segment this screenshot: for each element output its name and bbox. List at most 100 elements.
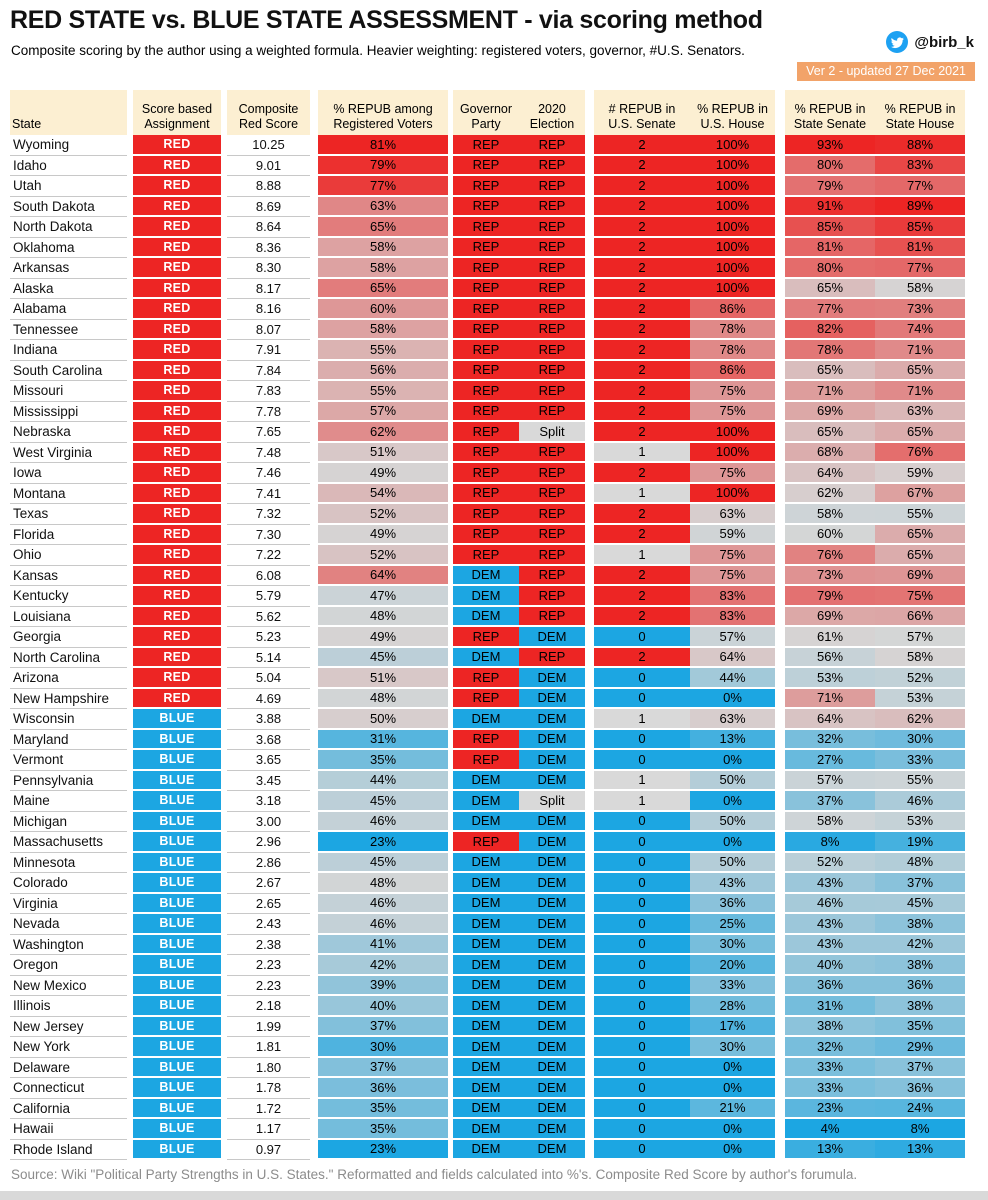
cell-us_house: 36% [690,893,775,914]
cell-us_house: 78% [690,319,775,340]
row-gap [310,647,318,668]
row-gap [127,1057,133,1078]
cell-state_senate: 52% [785,852,875,873]
row-gap [775,442,785,463]
row-gap [221,873,227,894]
cell-us_senate: 2 [594,237,690,258]
row-gap [585,852,594,873]
cell-reg_voters: 35% [318,750,448,771]
row-gap [221,893,227,914]
row-gap [585,688,594,709]
cell-governor: DEM [453,1078,519,1099]
cell-reg_voters: 60% [318,299,448,320]
row-gap [775,565,785,586]
cell-score: 10.25 [227,135,310,156]
cell-governor: REP [453,832,519,853]
cell-governor: REP [453,176,519,197]
row-gap [221,196,227,217]
cell-governor: REP [453,545,519,566]
cell-governor: DEM [453,1037,519,1058]
row-gap [310,340,318,361]
cell-us_senate: 2 [594,504,690,525]
cell-score: 3.18 [227,791,310,812]
cell-state: Indiana [10,340,127,361]
cell-us_house: 75% [690,565,775,586]
row-gap [775,729,785,750]
row-gap [127,504,133,525]
cell-us_senate: 0 [594,627,690,648]
cell-state_senate: 65% [785,422,875,443]
row-gap [310,668,318,689]
cell-assignment: RED [133,135,221,156]
row-gap [221,729,227,750]
cell-state_senate: 40% [785,955,875,976]
cell-state_house: 38% [875,996,965,1017]
cell-us_senate: 0 [594,1016,690,1037]
cell-governor: REP [453,463,519,484]
cell-governor: REP [453,627,519,648]
cell-assignment: BLUE [133,1016,221,1037]
row-gap [775,709,785,730]
row-gap [127,832,133,853]
cell-election_2020: REP [519,155,585,176]
row-gap [448,504,453,525]
row-gap [448,1098,453,1119]
row-gap [221,1037,227,1058]
cell-us_house: 83% [690,586,775,607]
cell-state: Kentucky [10,586,127,607]
row-gap [585,524,594,545]
row-gap [310,237,318,258]
cell-state: Utah [10,176,127,197]
cell-assignment: BLUE [133,996,221,1017]
row-gap [448,135,453,156]
cell-election_2020: DEM [519,1078,585,1099]
cell-assignment: RED [133,258,221,279]
cell-score: 2.23 [227,955,310,976]
row-gap [448,360,453,381]
cell-reg_voters: 45% [318,647,448,668]
cell-assignment: RED [133,319,221,340]
cell-us_house: 0% [690,1119,775,1140]
cell-score: 1.72 [227,1098,310,1119]
cell-governor: REP [453,401,519,422]
cell-score: 2.18 [227,996,310,1017]
version-badge: Ver 2 - updated 27 Dec 2021 [797,62,975,81]
cell-score: 3.68 [227,729,310,750]
cell-governor: DEM [453,565,519,586]
row-gap [585,196,594,217]
cell-us_house: 100% [690,135,775,156]
cell-governor: REP [453,196,519,217]
cell-governor: DEM [453,914,519,935]
row-gap [127,934,133,955]
cell-assignment: RED [133,176,221,197]
cell-governor: REP [453,217,519,238]
row-gap [310,832,318,853]
cell-us_house: 50% [690,852,775,873]
cell-state_senate: 73% [785,565,875,586]
cell-election_2020: REP [519,319,585,340]
row-gap [775,688,785,709]
row-gap [448,1037,453,1058]
row-gap [310,934,318,955]
cell-us_senate: 0 [594,1098,690,1119]
cell-us_senate: 2 [594,360,690,381]
row-gap [127,299,133,320]
row-gap [310,1119,318,1140]
row-gap [310,1037,318,1058]
cell-election_2020: REP [519,135,585,156]
cell-reg_voters: 49% [318,524,448,545]
cell-state: New Jersey [10,1016,127,1037]
cell-reg_voters: 23% [318,1139,448,1160]
row-gap [585,750,594,771]
cell-election_2020: DEM [519,1037,585,1058]
cell-state_senate: 43% [785,914,875,935]
row-gap [221,770,227,791]
row-gap [448,1016,453,1037]
cell-us_senate: 0 [594,1119,690,1140]
cell-governor: DEM [453,811,519,832]
row-gap [585,401,594,422]
row-gap [310,750,318,771]
cell-score: 1.81 [227,1037,310,1058]
cell-state_house: 88% [875,135,965,156]
row-gap [448,852,453,873]
